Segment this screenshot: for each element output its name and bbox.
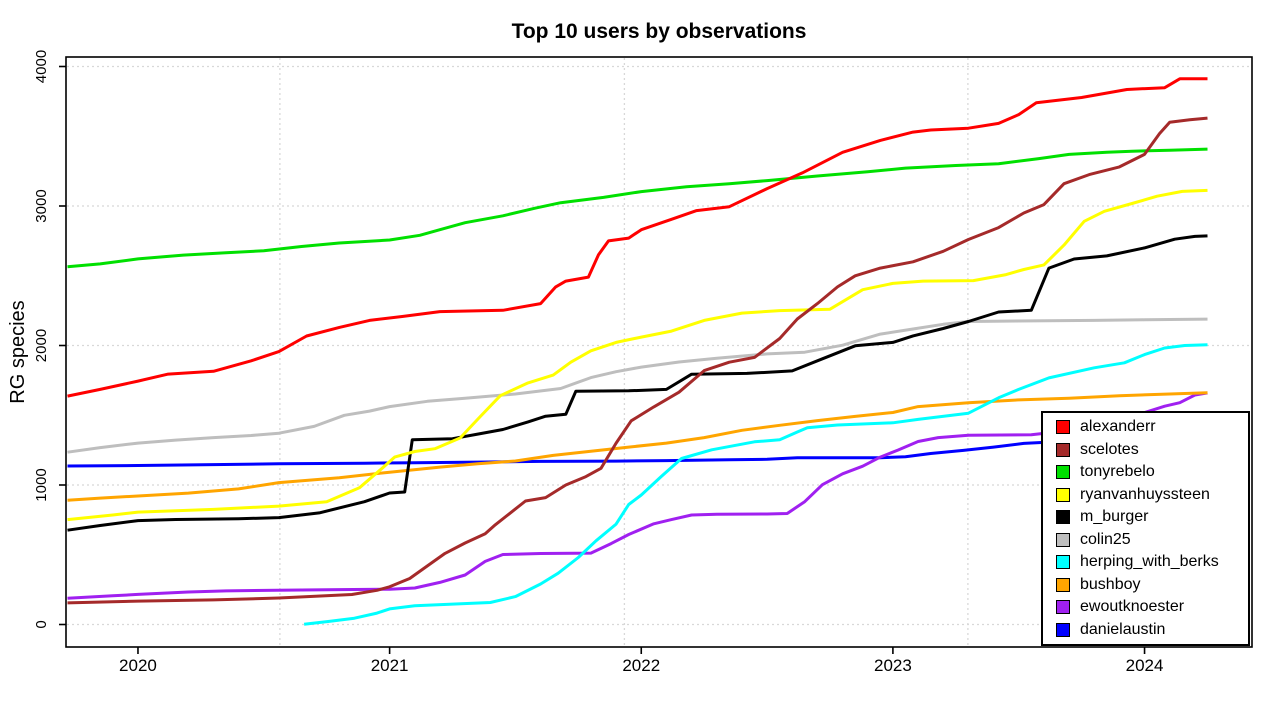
y-tick-label: 2000 (33, 329, 50, 362)
legend-label: tonyrebelo (1080, 463, 1155, 481)
series-line-m_burger (67, 234, 1208, 532)
series-line-tonyrebelo (67, 147, 1208, 269)
y-tick-label: 0 (33, 620, 50, 628)
series-line-ryanvanhuyssteen (67, 188, 1208, 522)
y-tick-label: 4000 (33, 50, 50, 83)
legend-swatch-icon (1056, 420, 1070, 435)
y-tick-label: 1000 (33, 468, 50, 501)
legend-label: ryanvanhuyssteen (1080, 485, 1210, 503)
legend-item-scelotes: scelotes (1056, 440, 1244, 458)
legend-swatch-icon (1056, 577, 1070, 592)
legend-swatch-icon (1056, 622, 1070, 637)
y-tick-label: 3000 (33, 189, 50, 222)
legend-label: m_burger (1080, 508, 1149, 526)
legend-swatch-icon (1056, 532, 1070, 547)
legend-item-ewoutknoester: ewoutknoester (1056, 599, 1244, 615)
series-line-colin25 (67, 317, 1208, 454)
legend-swatch-icon (1056, 487, 1070, 502)
legend-item-m_burger: m_burger (1056, 509, 1244, 525)
legend-item-tonyrebelo: tonyrebelo (1056, 464, 1244, 480)
axes: 2020 2021 2022 2023 2024 0 1000 2000 3000 4000 (33, 50, 1163, 675)
legend-label: scelotes (1080, 440, 1139, 458)
legend-item-herping_with_berks: herping_with_berks (1056, 554, 1244, 570)
series-lines (67, 77, 1208, 626)
legend-label: danielaustin (1080, 620, 1166, 638)
legend-label: alexanderr (1080, 418, 1156, 436)
x-tick-label: 2021 (371, 656, 409, 675)
chart-title: Top 10 users by observations (512, 20, 807, 43)
legend-label: herping_with_berks (1080, 553, 1219, 571)
x-tick-label: 2024 (1126, 656, 1164, 675)
legend: alexanderr scelotes tonyrebelo ryanvanhuyss… (1041, 411, 1250, 646)
series-line-bushboy (67, 391, 1208, 502)
legend-item-colin25: colin25 (1056, 530, 1244, 548)
series-line-ewoutknoester (67, 391, 1208, 600)
plot-box (65, 56, 1253, 648)
x-tick-label: 2023 (874, 656, 912, 675)
x-tick-label: 2022 (622, 656, 660, 675)
legend-swatch-icon (1056, 465, 1070, 480)
series-line-danielaustin (67, 430, 1208, 468)
legend-swatch-icon (1056, 442, 1070, 457)
legend-item-bushboy: bushboy (1056, 575, 1244, 593)
legend-item-danielaustin: danielaustin (1056, 620, 1244, 638)
series-line-scelotes (67, 116, 1208, 605)
legend-swatch-icon (1056, 555, 1070, 570)
legend-label: colin25 (1080, 530, 1131, 548)
legend-swatch-icon (1056, 510, 1070, 525)
legend-swatch-icon (1056, 600, 1070, 615)
legend-label: bushboy (1080, 575, 1141, 593)
series-line-herping_with_berks (303, 343, 1208, 626)
series-line-alexanderr (67, 77, 1208, 398)
legend-item-ryanvanhuyssteen: ryanvanhuyssteen (1056, 485, 1244, 503)
y-axis-label: RG species (7, 300, 29, 403)
legend-label: ewoutknoester (1080, 598, 1185, 616)
x-tick-label: 2020 (119, 656, 157, 675)
legend-item-alexanderr: alexanderr (1056, 419, 1244, 435)
